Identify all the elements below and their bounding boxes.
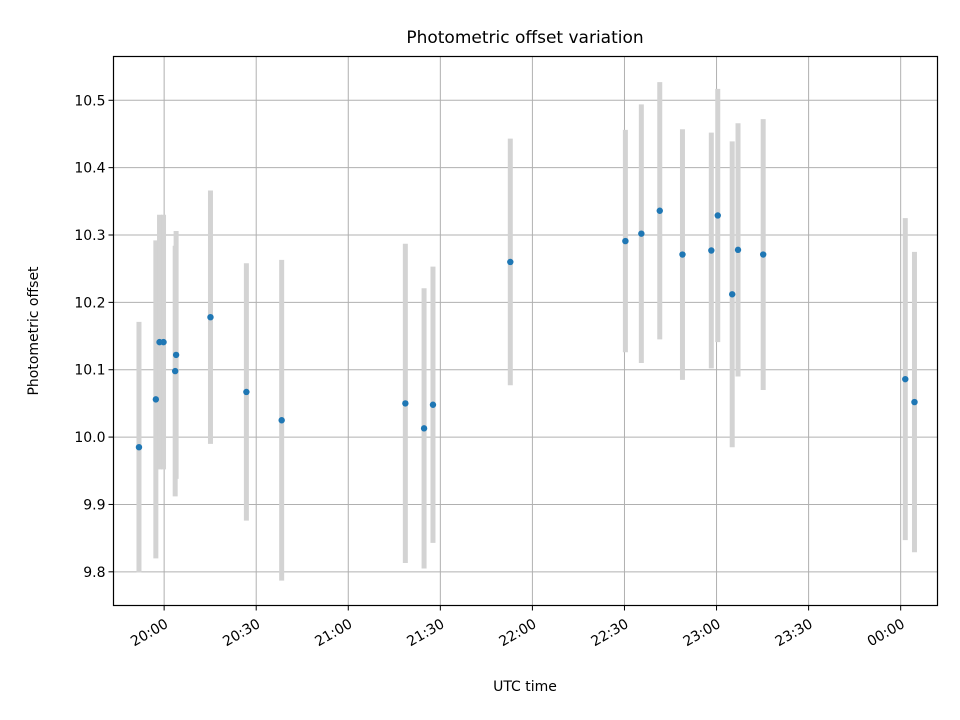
y-tick-label: 10.0	[74, 430, 105, 446]
data-point	[679, 251, 686, 258]
data-point	[507, 258, 514, 266]
y-tick-label: 9.9	[83, 497, 105, 513]
y-tick-label: 10.3	[74, 228, 105, 244]
data-point	[420, 425, 428, 432]
data-point	[160, 338, 167, 346]
data-point	[207, 313, 214, 321]
chart-title: Photometric offset variation	[406, 28, 643, 48]
data-point	[402, 400, 409, 407]
y-tick-label: 9.8	[83, 565, 105, 581]
data-point	[171, 367, 179, 375]
data-point	[902, 375, 909, 383]
x-axis-label: UTC time	[493, 679, 557, 695]
data-point	[152, 396, 160, 403]
data-markers	[135, 207, 918, 451]
plot-frame	[112, 55, 939, 607]
y-tick-label: 10.2	[74, 295, 105, 311]
data-point	[911, 398, 918, 406]
data-point	[622, 237, 629, 245]
data-point	[638, 230, 645, 237]
data-point	[278, 417, 285, 424]
data-point	[243, 388, 250, 396]
data-point	[708, 247, 715, 254]
data-point	[656, 207, 663, 214]
data-point	[759, 251, 767, 258]
y-axis-label: Photometric offset	[26, 266, 42, 396]
data-point	[135, 443, 143, 451]
y-tick-label: 10.4	[74, 161, 105, 177]
y-tick-label: 10.1	[74, 363, 105, 379]
y-tick-label: 10.5	[74, 93, 105, 109]
data-point	[728, 291, 736, 298]
data-point	[172, 351, 180, 359]
data-point	[429, 401, 437, 408]
data-point	[734, 246, 742, 254]
data-point	[714, 212, 721, 219]
